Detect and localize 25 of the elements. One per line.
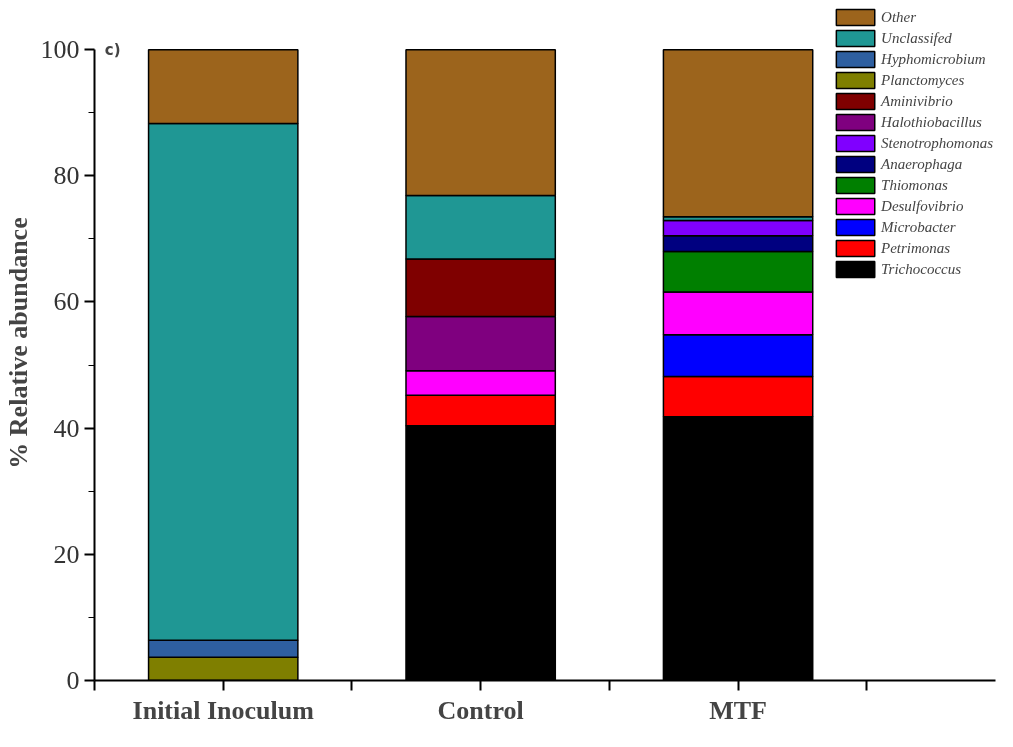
- y-tick-label: 100: [40, 35, 80, 65]
- y-tick-label: 0: [66, 666, 80, 695]
- x-tick-label: MTF: [709, 695, 767, 725]
- annotation: c): [104, 40, 121, 59]
- legend-label: Petrimonas: [881, 239, 951, 257]
- legend-label: Microbacter: [881, 218, 956, 236]
- legend-label: Thiomonas: [881, 176, 948, 194]
- legend-label: Hyphomicrobium: [881, 50, 986, 68]
- x-tick-label: Control: [437, 695, 524, 725]
- x-tick-label: Initial Inoculum: [132, 695, 315, 725]
- bar: [662, 48, 814, 218]
- legend-label: Other: [881, 8, 917, 26]
- legend-label: Halothiobacillus: [881, 113, 982, 131]
- y-axis-title: % Relative abundance: [3, 217, 33, 469]
- legend-label: Planctomyces: [881, 71, 965, 89]
- legend-label: Desulfovibrio: [881, 197, 964, 215]
- y-tick-label: 20: [53, 539, 80, 569]
- legend-label: Unclassifed: [881, 29, 952, 47]
- y-tick-label: 40: [53, 413, 80, 443]
- legend-label: Aminivibrio: [881, 92, 953, 110]
- legend-label: Trichococcus: [881, 260, 962, 278]
- y-tick-label: 60: [53, 287, 80, 317]
- legend-label: Stenotrophomonas: [881, 134, 993, 152]
- legend-label: Anaerophaga: [881, 155, 963, 173]
- y-tick-label: 80: [53, 161, 80, 191]
